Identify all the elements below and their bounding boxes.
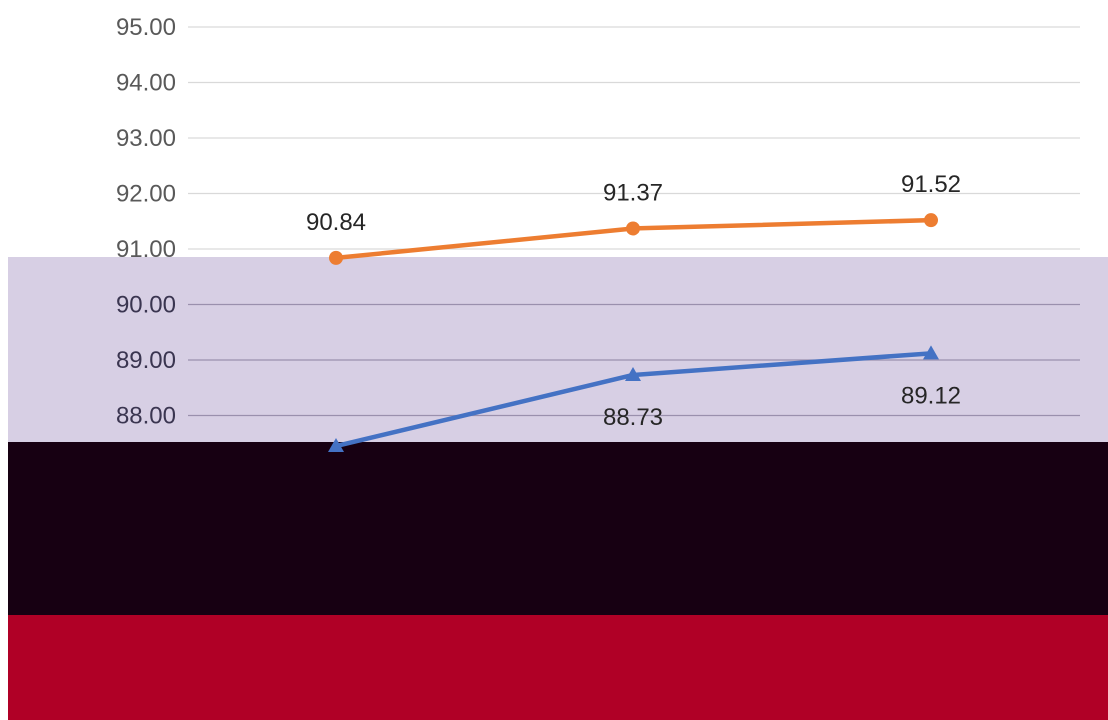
series-1-point <box>924 213 938 228</box>
front-gridlines <box>188 303 1080 417</box>
y-tick-label: 89.00 <box>116 347 176 374</box>
data-label: 88.73 <box>603 404 663 431</box>
crimson-band <box>8 615 1108 720</box>
y-tick-label: 95.00 <box>116 14 176 41</box>
series-2-point <box>328 438 344 453</box>
data-label: 91.52 <box>901 171 961 198</box>
series-1-point <box>329 250 343 265</box>
gridlines <box>188 26 1080 250</box>
series-2-point <box>923 345 939 360</box>
y-tick-label: 90.00 <box>116 292 176 319</box>
data-label: 90.84 <box>306 209 366 236</box>
series-1-point <box>626 221 640 236</box>
front-series: 90.84 91.37 91.52 88.73 89.12 <box>306 171 961 453</box>
y-tick-label: 92.00 <box>116 181 176 208</box>
data-label: 91.37 <box>603 179 663 206</box>
y-tick-label: 93.00 <box>116 125 176 152</box>
y-tick-label: 88.00 <box>116 403 176 430</box>
dark-band <box>8 442 1108 628</box>
front-y-ticks: 88.00 89.00 90.00 <box>116 292 176 430</box>
series-2-point <box>625 366 641 381</box>
data-label: 89.12 <box>901 382 961 409</box>
series-line-2 <box>333 351 934 449</box>
y-tick-label: 94.00 <box>116 70 176 97</box>
